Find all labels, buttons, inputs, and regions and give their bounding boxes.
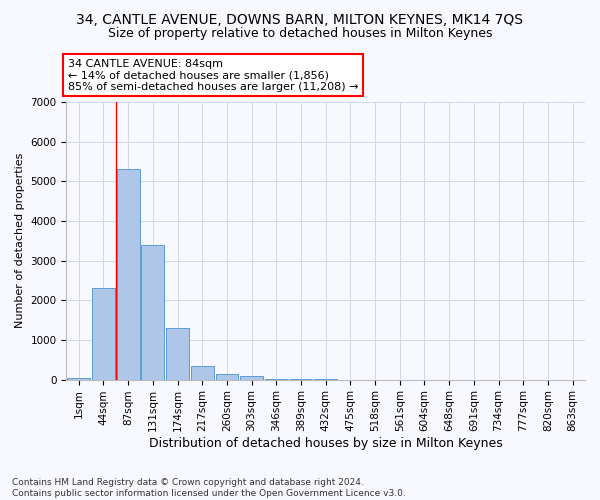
Bar (142, 244, 164, 380)
X-axis label: Distribution of detached houses by size in Milton Keynes: Distribution of detached houses by size … (149, 437, 503, 450)
Text: 34, CANTLE AVENUE, DOWNS BARN, MILTON KEYNES, MK14 7QS: 34, CANTLE AVENUE, DOWNS BARN, MILTON KE… (77, 12, 523, 26)
Bar (191, 366, 214, 380)
Y-axis label: Number of detached properties: Number of detached properties (15, 153, 25, 328)
Bar (215, 374, 238, 380)
Text: 34 CANTLE AVENUE: 84sqm
← 14% of detached houses are smaller (1,856)
85% of semi: 34 CANTLE AVENUE: 84sqm ← 14% of detache… (68, 59, 358, 92)
Text: Size of property relative to detached houses in Milton Keynes: Size of property relative to detached ho… (108, 28, 492, 40)
Bar (67, 378, 90, 380)
Bar (265, 379, 287, 380)
Bar (117, 170, 140, 380)
Bar (92, 288, 115, 380)
Bar (166, 328, 189, 380)
Bar (240, 376, 263, 380)
Text: Contains HM Land Registry data © Crown copyright and database right 2024.
Contai: Contains HM Land Registry data © Crown c… (12, 478, 406, 498)
